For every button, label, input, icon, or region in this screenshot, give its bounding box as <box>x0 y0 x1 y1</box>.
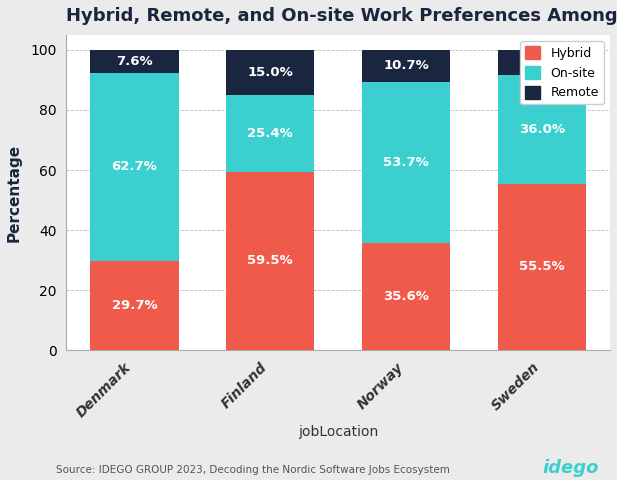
Text: 53.7%: 53.7% <box>383 156 429 169</box>
Text: 10.7%: 10.7% <box>383 60 429 72</box>
Bar <box>90 261 178 350</box>
Bar <box>226 50 315 95</box>
Text: 15.0%: 15.0% <box>247 66 293 79</box>
Text: 55.5%: 55.5% <box>520 260 565 274</box>
Bar <box>226 171 315 350</box>
Text: Source: IDEGO GROUP 2023, Decoding the Nordic Software Jobs Ecosystem: Source: IDEGO GROUP 2023, Decoding the N… <box>56 465 449 475</box>
Text: 25.4%: 25.4% <box>247 127 293 140</box>
Bar <box>90 50 178 72</box>
Bar <box>362 243 450 350</box>
Text: 7.6%: 7.6% <box>116 55 152 68</box>
Bar <box>498 183 586 350</box>
Bar <box>498 50 586 75</box>
Text: 29.7%: 29.7% <box>112 299 157 312</box>
Legend: Hybrid, On-site, Remote: Hybrid, On-site, Remote <box>520 41 604 105</box>
Y-axis label: Percentage: Percentage <box>7 144 22 241</box>
Text: 62.7%: 62.7% <box>112 160 157 173</box>
Bar <box>226 95 315 171</box>
Text: 59.5%: 59.5% <box>247 254 293 267</box>
Text: idego: idego <box>542 459 598 477</box>
Text: 36.0%: 36.0% <box>519 123 565 136</box>
Text: Hybrid, Remote, and On-site Work Preferences Among Nordic Employers: Hybrid, Remote, and On-site Work Prefere… <box>67 7 617 25</box>
Bar <box>498 75 586 183</box>
Text: 35.6%: 35.6% <box>383 290 429 303</box>
Bar <box>362 82 450 243</box>
Bar <box>362 50 450 82</box>
Bar <box>90 72 178 261</box>
Text: 8.5%: 8.5% <box>524 56 560 69</box>
X-axis label: jobLocation: jobLocation <box>298 425 378 440</box>
